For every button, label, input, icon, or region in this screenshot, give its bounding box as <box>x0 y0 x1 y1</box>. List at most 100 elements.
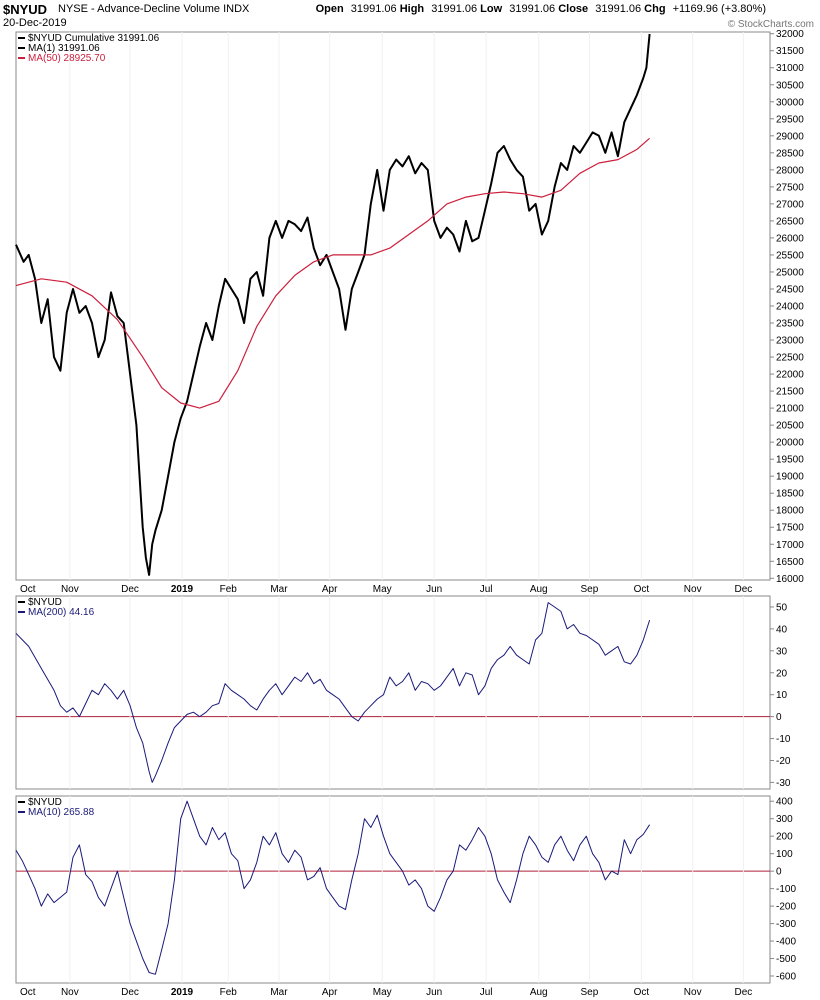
y-tick-label: 100 <box>776 849 793 860</box>
y-tick-label: 23500 <box>776 319 804 330</box>
x-tick-label: Nov <box>61 987 79 998</box>
y-tick-label: 28000 <box>776 165 804 176</box>
y-tick-label: 25000 <box>776 267 804 278</box>
panel-frame <box>15 795 771 984</box>
header-row-2: 20-Dec-2019 © StockCharts.com <box>0 17 820 31</box>
legend-entry: MA(50) 28925.70 <box>28 53 106 64</box>
ohlc-readout: Open 31991.06 High 31991.06 Low 31991.06… <box>316 3 766 15</box>
y-tick-label: 300 <box>776 814 793 825</box>
y-tick-label: 20000 <box>776 438 804 449</box>
high-label: High <box>399 3 425 15</box>
close-label: Close <box>558 3 589 15</box>
watermark: © StockCharts.com <box>727 19 814 30</box>
y-tick-label: -10 <box>776 734 791 745</box>
y-tick-label: 16000 <box>776 574 804 585</box>
chg-value: +1169.96 (+3.80%) <box>672 3 766 15</box>
y-tick-label: 0 <box>776 712 782 723</box>
x-tick-label: Feb <box>220 584 238 595</box>
description: NYSE - Advance-Decline Volume INDX <box>58 3 250 15</box>
x-tick-label: May <box>373 584 392 595</box>
y-tick-label: -30 <box>776 778 791 789</box>
y-tick-label: 21500 <box>776 387 804 398</box>
x-tick-label: Apr <box>322 987 338 998</box>
y-tick-label: 31000 <box>776 63 804 74</box>
y-tick-label: 26000 <box>776 233 804 244</box>
x-tick-label: 2019 <box>171 987 194 998</box>
x-tick-label: Sep <box>581 584 599 595</box>
y-tick-label: 29500 <box>776 114 804 125</box>
y-tick-label: 17500 <box>776 523 804 534</box>
x-tick-label: Nov <box>61 584 79 595</box>
x-tick-label: 2019 <box>171 584 194 595</box>
legend-entry: $NYUD <box>28 797 62 808</box>
y-tick-label: -600 <box>776 972 796 983</box>
y-tick-label: 17000 <box>776 540 804 551</box>
series-ma-50- <box>15 137 650 409</box>
legend-entry: MA(1) 31991.06 <box>28 43 100 54</box>
y-tick-label: 21000 <box>776 404 804 415</box>
series-ma-1- <box>15 33 651 576</box>
y-tick-label: 40 <box>776 624 788 635</box>
y-tick-label: 32000 <box>776 29 804 40</box>
y-tick-label: 30500 <box>776 80 804 91</box>
x-tick-label: Jul <box>480 584 493 595</box>
y-tick-label: -500 <box>776 954 796 965</box>
x-tick-label: Mar <box>270 987 288 998</box>
y-tick-label: 28500 <box>776 148 804 159</box>
x-tick-label: Dec <box>121 987 139 998</box>
x-tick-label: Nov <box>684 987 702 998</box>
y-tick-label: 19500 <box>776 455 804 466</box>
x-tick-label: Nov <box>684 584 702 595</box>
x-tick-label: Jun <box>426 987 442 998</box>
low-label: Low <box>480 3 503 15</box>
x-tick-label: Jul <box>480 987 493 998</box>
x-tick-label: Oct <box>20 987 36 998</box>
y-tick-label: 18000 <box>776 506 804 517</box>
legend-entry: MA(200) 44.16 <box>28 607 95 618</box>
y-tick-label: -20 <box>776 756 791 767</box>
y-tick-label: 20 <box>776 668 788 679</box>
chg-label: Chg <box>644 3 666 15</box>
x-tick-label: Oct <box>20 584 36 595</box>
legend-entry: MA(10) 265.88 <box>28 807 95 818</box>
y-tick-label: 23000 <box>776 336 804 347</box>
y-tick-label: 30 <box>776 646 788 657</box>
x-tick-label: Dec <box>734 584 752 595</box>
y-tick-label: 24000 <box>776 302 804 313</box>
y-tick-label: 27000 <box>776 199 804 210</box>
y-tick-label: 27500 <box>776 182 804 193</box>
y-tick-label: 50 <box>776 602 788 613</box>
series-ma-200- <box>15 602 651 783</box>
x-tick-label: Oct <box>634 584 650 595</box>
y-tick-label: 31500 <box>776 46 804 57</box>
y-tick-label: 24500 <box>776 284 804 295</box>
y-tick-label: 25500 <box>776 250 804 261</box>
y-tick-label: 10 <box>776 690 788 701</box>
y-tick-label: 0 <box>776 867 782 878</box>
x-tick-label: Aug <box>530 987 548 998</box>
x-tick-label: Jun <box>426 584 442 595</box>
y-tick-label: 19000 <box>776 472 804 483</box>
y-tick-label: 22000 <box>776 370 804 381</box>
close-value: 31991.06 <box>595 3 642 15</box>
x-tick-label: Mar <box>270 584 288 595</box>
y-tick-label: 16500 <box>776 557 804 568</box>
low-value: 31991.06 <box>509 3 556 15</box>
y-tick-label: -300 <box>776 919 796 930</box>
x-tick-label: Oct <box>634 987 650 998</box>
legend-entry: $NYUD Cumulative 31991.06 <box>28 33 160 44</box>
chart-date: 20-Dec-2019 <box>3 17 67 29</box>
y-tick-label: 30000 <box>776 97 804 108</box>
y-tick-label: 400 <box>776 797 793 808</box>
y-tick-label: 29000 <box>776 131 804 142</box>
y-tick-label: 20500 <box>776 421 804 432</box>
panel-frame <box>15 595 771 790</box>
x-tick-label: Sep <box>581 987 599 998</box>
series-ma-10- <box>15 800 651 975</box>
x-tick-label: Aug <box>530 584 548 595</box>
x-tick-label: Feb <box>220 987 238 998</box>
y-tick-label: -100 <box>776 884 796 895</box>
x-tick-label: Dec <box>121 584 139 595</box>
y-tick-label: 26500 <box>776 216 804 227</box>
